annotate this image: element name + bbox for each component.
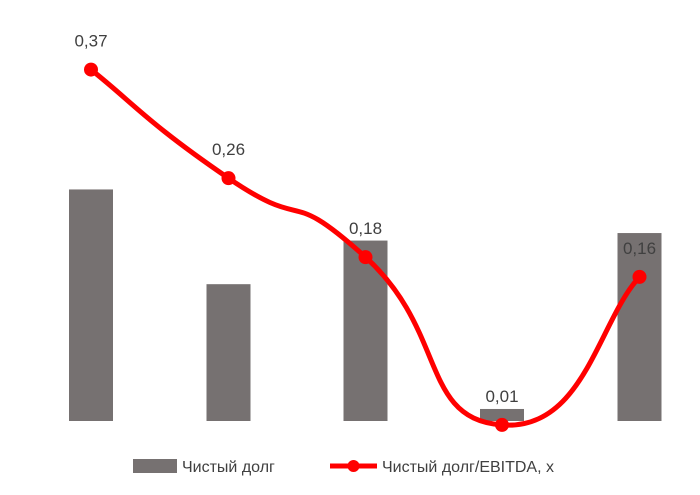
legend-line-marker xyxy=(347,460,360,472)
data-label-1: 0,26 xyxy=(212,140,245,159)
data-label-2: 0,18 xyxy=(349,219,382,238)
legend-bar-swatch xyxy=(133,459,177,473)
data-label-4: 0,16 xyxy=(623,239,656,258)
data-labels: 0,37 0,26 0,18 0,01 0,16 xyxy=(74,32,656,406)
line-point-3 xyxy=(495,417,509,432)
line-points xyxy=(84,62,647,432)
bar-series xyxy=(69,189,662,421)
bar-4 xyxy=(617,233,662,421)
legend-bar-label: Чистый долг xyxy=(182,459,275,476)
data-label-0: 0,37 xyxy=(74,32,107,51)
legend-line-label: Чистый долг/EBITDA, x xyxy=(382,459,554,476)
bar-3 xyxy=(480,408,524,421)
line-point-1 xyxy=(221,171,236,186)
bar-2 xyxy=(343,240,388,421)
line-point-4 xyxy=(632,269,647,284)
line-point-0 xyxy=(84,62,98,77)
bar-0 xyxy=(69,189,113,421)
line-point-2 xyxy=(358,250,373,265)
legend: Чистый долг Чистый долг/EBITDA, x xyxy=(133,459,554,476)
bar-1 xyxy=(206,284,251,421)
data-label-3: 0,01 xyxy=(485,387,518,406)
